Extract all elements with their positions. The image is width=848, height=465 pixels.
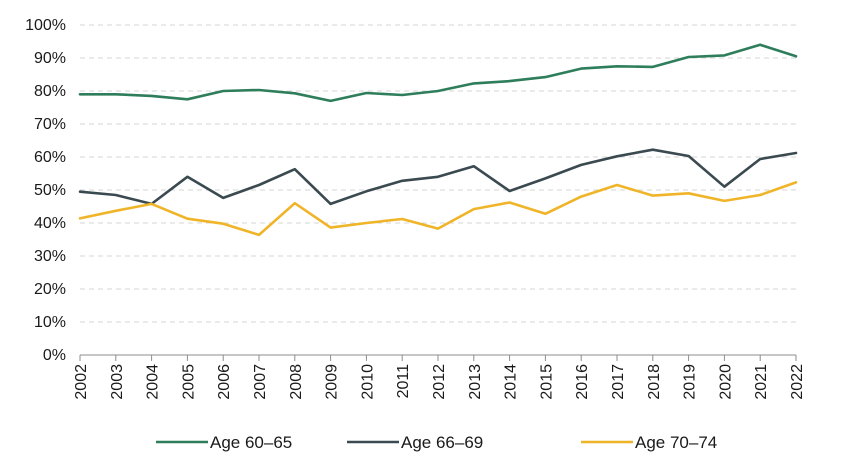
y-tick-label: 70%: [34, 116, 66, 133]
legend: Age 60–65 Age 66–69 Age 70–74: [156, 433, 717, 452]
x-tick-label: 2008: [288, 364, 305, 400]
series-line: [78, 43, 798, 103]
legend-label: Age 66–69: [401, 433, 483, 452]
y-tick-label: 40%: [34, 215, 66, 232]
x-tick-label: 2018: [646, 364, 663, 400]
series-line: [78, 148, 798, 206]
y-axis-tick-labels: 0% 10% 20% 30% 40% 50% 60% 70% 80% 90% 100%: [25, 17, 66, 364]
x-tick-label: 2013: [467, 364, 484, 400]
x-tick-label: 2021: [753, 364, 770, 400]
x-tick-label: 2012: [431, 364, 448, 400]
legend-label: Age 70–74: [635, 433, 717, 452]
series-line: [78, 181, 798, 237]
x-tick-label: 2007: [252, 364, 269, 400]
y-tick-label: 0%: [43, 347, 66, 364]
x-tick-label: 2014: [503, 364, 520, 400]
x-tick-label: 2011: [395, 364, 412, 399]
x-tick-label: 2016: [574, 364, 591, 400]
x-tick-label: 2020: [717, 364, 734, 400]
y-tick-label: 20%: [34, 281, 66, 298]
series-lines: [78, 43, 798, 237]
y-tick-label: 50%: [34, 182, 66, 199]
y-tick-label: 30%: [34, 248, 66, 265]
x-tick-label: 2010: [359, 364, 376, 400]
x-tick-label: 2005: [180, 364, 197, 400]
x-tick-label: 2015: [538, 364, 555, 400]
y-tick-label: 10%: [34, 314, 66, 331]
x-tick-label: 2022: [789, 364, 806, 400]
x-tick-label: 2006: [216, 364, 233, 400]
y-tick-label: 60%: [34, 149, 66, 166]
x-tick-label: 2017: [610, 364, 627, 400]
y-tick-label: 80%: [34, 83, 66, 100]
x-tick-label: 2003: [109, 364, 126, 400]
y-tick-label: 100%: [25, 17, 66, 34]
x-tick-label: 2019: [682, 364, 699, 400]
gridlines: [80, 24, 796, 323]
x-axis-tick-labels: 2002 2003 2004 2005 2006 2007 2008 2009 2010 2011…: [73, 364, 806, 400]
x-tick-label: 2009: [324, 364, 341, 400]
x-axis: [79, 354, 797, 361]
y-tick-label: 90%: [34, 50, 66, 67]
x-tick-label: 2002: [73, 364, 90, 400]
x-tick-label: 2004: [145, 364, 162, 400]
legend-label: Age 60–65: [210, 433, 292, 452]
